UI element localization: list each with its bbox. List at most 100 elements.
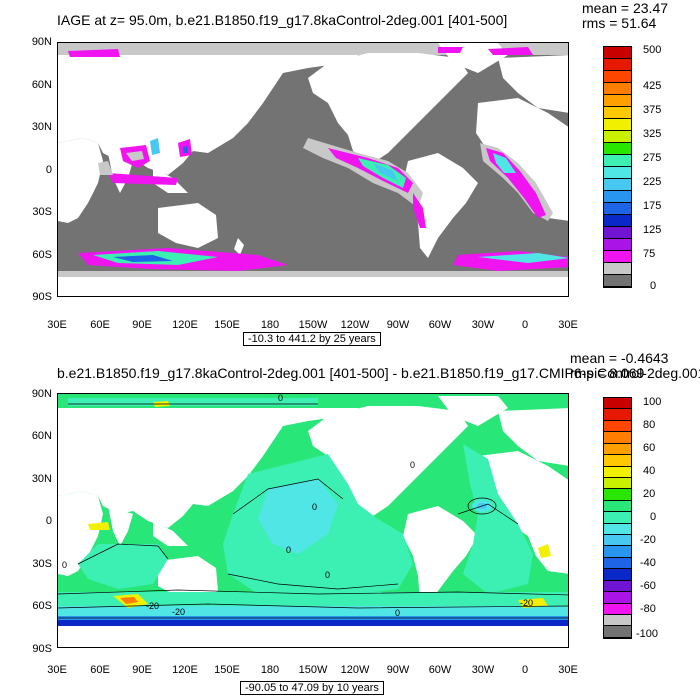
panel2-contour-label: 0	[286, 545, 292, 555]
panel2-lat-label: 90S	[32, 643, 52, 655]
panel1-lon-label: 30E	[558, 319, 578, 331]
panel1-lat-label: 90N	[31, 36, 52, 48]
panel2-contour-label: 0	[410, 460, 416, 470]
panel2-lat-label: 0	[45, 515, 52, 527]
panel2-colorbar-label: 20	[643, 488, 656, 500]
panel2-lon-label: 30W	[471, 664, 495, 676]
colorbar-segment	[604, 203, 631, 215]
panel1-colorbar-label: 75	[643, 248, 656, 260]
panel1-lon-label: 120W	[340, 319, 370, 331]
colorbar-segment	[604, 592, 631, 604]
panel1-rms: rms = 51.64	[582, 15, 657, 31]
colorbar-segment	[604, 263, 631, 275]
panel2-lat-label: 90N	[31, 388, 52, 400]
panel1-lat-label: 60S	[32, 249, 52, 261]
panel1-colorbar-label: 175	[643, 200, 662, 212]
panel2-contour-label: 0	[312, 502, 318, 512]
colorbar-segment	[604, 466, 631, 478]
colorbar-segment	[604, 512, 631, 524]
panel1-colorbar-label: 325	[643, 128, 662, 140]
panel2-title: b.e21.B1850.f19_g17.8kaControl-2deg.001 …	[57, 365, 700, 381]
panel2-lon-label: 120E	[172, 664, 198, 676]
panel2-contour-label: 0	[395, 608, 401, 618]
colorbar-segment	[604, 47, 631, 59]
panel2-lon-label: 150E	[214, 664, 240, 676]
colorbar-segment	[604, 455, 631, 467]
colorbar-segment	[604, 557, 631, 570]
panel1-lon-label: 120E	[172, 319, 198, 331]
panel2-lat-label: 30N	[31, 473, 52, 485]
colorbar-segment	[604, 107, 631, 119]
colorbar-segment	[604, 500, 631, 513]
panel2-colorbar-label: -100	[636, 628, 659, 640]
panel2-lon-label: 90W	[386, 664, 410, 676]
colorbar-segment	[604, 546, 631, 558]
colorbar-segment	[604, 95, 631, 107]
panel2-colorbar-label: -20	[640, 534, 656, 546]
panel1-lon-label: 90W	[386, 319, 410, 331]
colorbar-segment	[604, 398, 631, 410]
panel1-lon-label: 0	[521, 319, 529, 331]
colorbar-segment	[604, 443, 631, 456]
panel2-contour-label: -20	[172, 607, 186, 617]
panel1-lon-label: 90E	[132, 319, 152, 331]
panel1-lon-label: 150W	[298, 319, 328, 331]
colorbar-segment	[604, 626, 631, 638]
colorbar-segment	[604, 215, 631, 227]
panel1-lat-label: 90S	[32, 291, 52, 303]
colorbar-segment	[604, 477, 631, 490]
panel1-colorbar-label: 375	[643, 104, 662, 116]
colorbar-segment	[604, 239, 631, 251]
panel1-lat-label: 30S	[32, 206, 52, 218]
panel2-colorbar-label: 100	[643, 396, 662, 408]
colorbar-segment	[604, 615, 631, 627]
colorbar-segment	[604, 432, 631, 444]
colorbar-segment	[604, 71, 631, 83]
panel1-colorbar	[603, 46, 632, 288]
panel2-contour-info: -90.05 to 47.09 by 10 years	[240, 681, 384, 695]
panel2-lon-label: 60W	[428, 664, 452, 676]
panel1-contour-info: -10.3 to 441.2 by 25 years	[243, 332, 381, 346]
panel1-lon-label: 150E	[214, 319, 240, 331]
panel1-lon-label: 60W	[428, 319, 452, 331]
panel2-colorbar-label: -60	[640, 580, 656, 592]
colorbar-segment	[604, 569, 631, 581]
panel1-lon-label: 30E	[47, 319, 67, 331]
panel2-lat-label: 30S	[32, 558, 52, 570]
colorbar-segment	[604, 420, 631, 433]
panel1-lon-label: 180	[260, 319, 280, 331]
colorbar-segment	[604, 523, 631, 536]
colorbar-segment	[604, 143, 631, 155]
panel1-lon-label: 30W	[471, 319, 495, 331]
panel2-lon-label: 150W	[298, 664, 328, 676]
panel2-lon-label: 120W	[340, 664, 370, 676]
panel1-lat-label: 60N	[31, 79, 52, 91]
colorbar-segment	[604, 131, 631, 143]
panel2-colorbar-label: 80	[643, 419, 656, 431]
panel1-colorbar-label: 500	[643, 44, 662, 56]
colorbar-segment	[604, 409, 631, 421]
colorbar-segment	[604, 580, 631, 593]
panel2-colorbar	[603, 397, 632, 639]
panel1-colorbar-label: 225	[643, 176, 662, 188]
panel1-colorbar-label: 0	[650, 280, 657, 292]
panel1-colorbar-label: 425	[643, 80, 662, 92]
panel2-contour-label: -20	[146, 601, 160, 611]
panel1-lat-label: 30N	[31, 121, 52, 133]
panel1-map	[57, 42, 569, 297]
panel1-mean: mean = 23.47	[582, 0, 669, 16]
colorbar-segment	[604, 251, 631, 263]
panel2-lon-label: 0	[521, 664, 529, 676]
colorbar-segment	[604, 119, 631, 131]
colorbar-segment	[604, 603, 631, 616]
panel1-colorbar-label: 125	[643, 224, 662, 236]
colorbar-segment	[604, 83, 631, 95]
panel2-lon-label: 180	[260, 664, 280, 676]
colorbar-segment	[604, 489, 631, 501]
colorbar-segment	[604, 167, 631, 179]
panel1-colorbar-label: 275	[643, 152, 662, 164]
panel2-colorbar-label: 0	[650, 511, 657, 523]
colorbar-segment	[604, 59, 631, 71]
panel1-title: IAGE at z= 95.0m, b.e21.B1850.f19_g17.8k…	[57, 12, 508, 28]
panel2-lon-label: 60E	[90, 664, 110, 676]
